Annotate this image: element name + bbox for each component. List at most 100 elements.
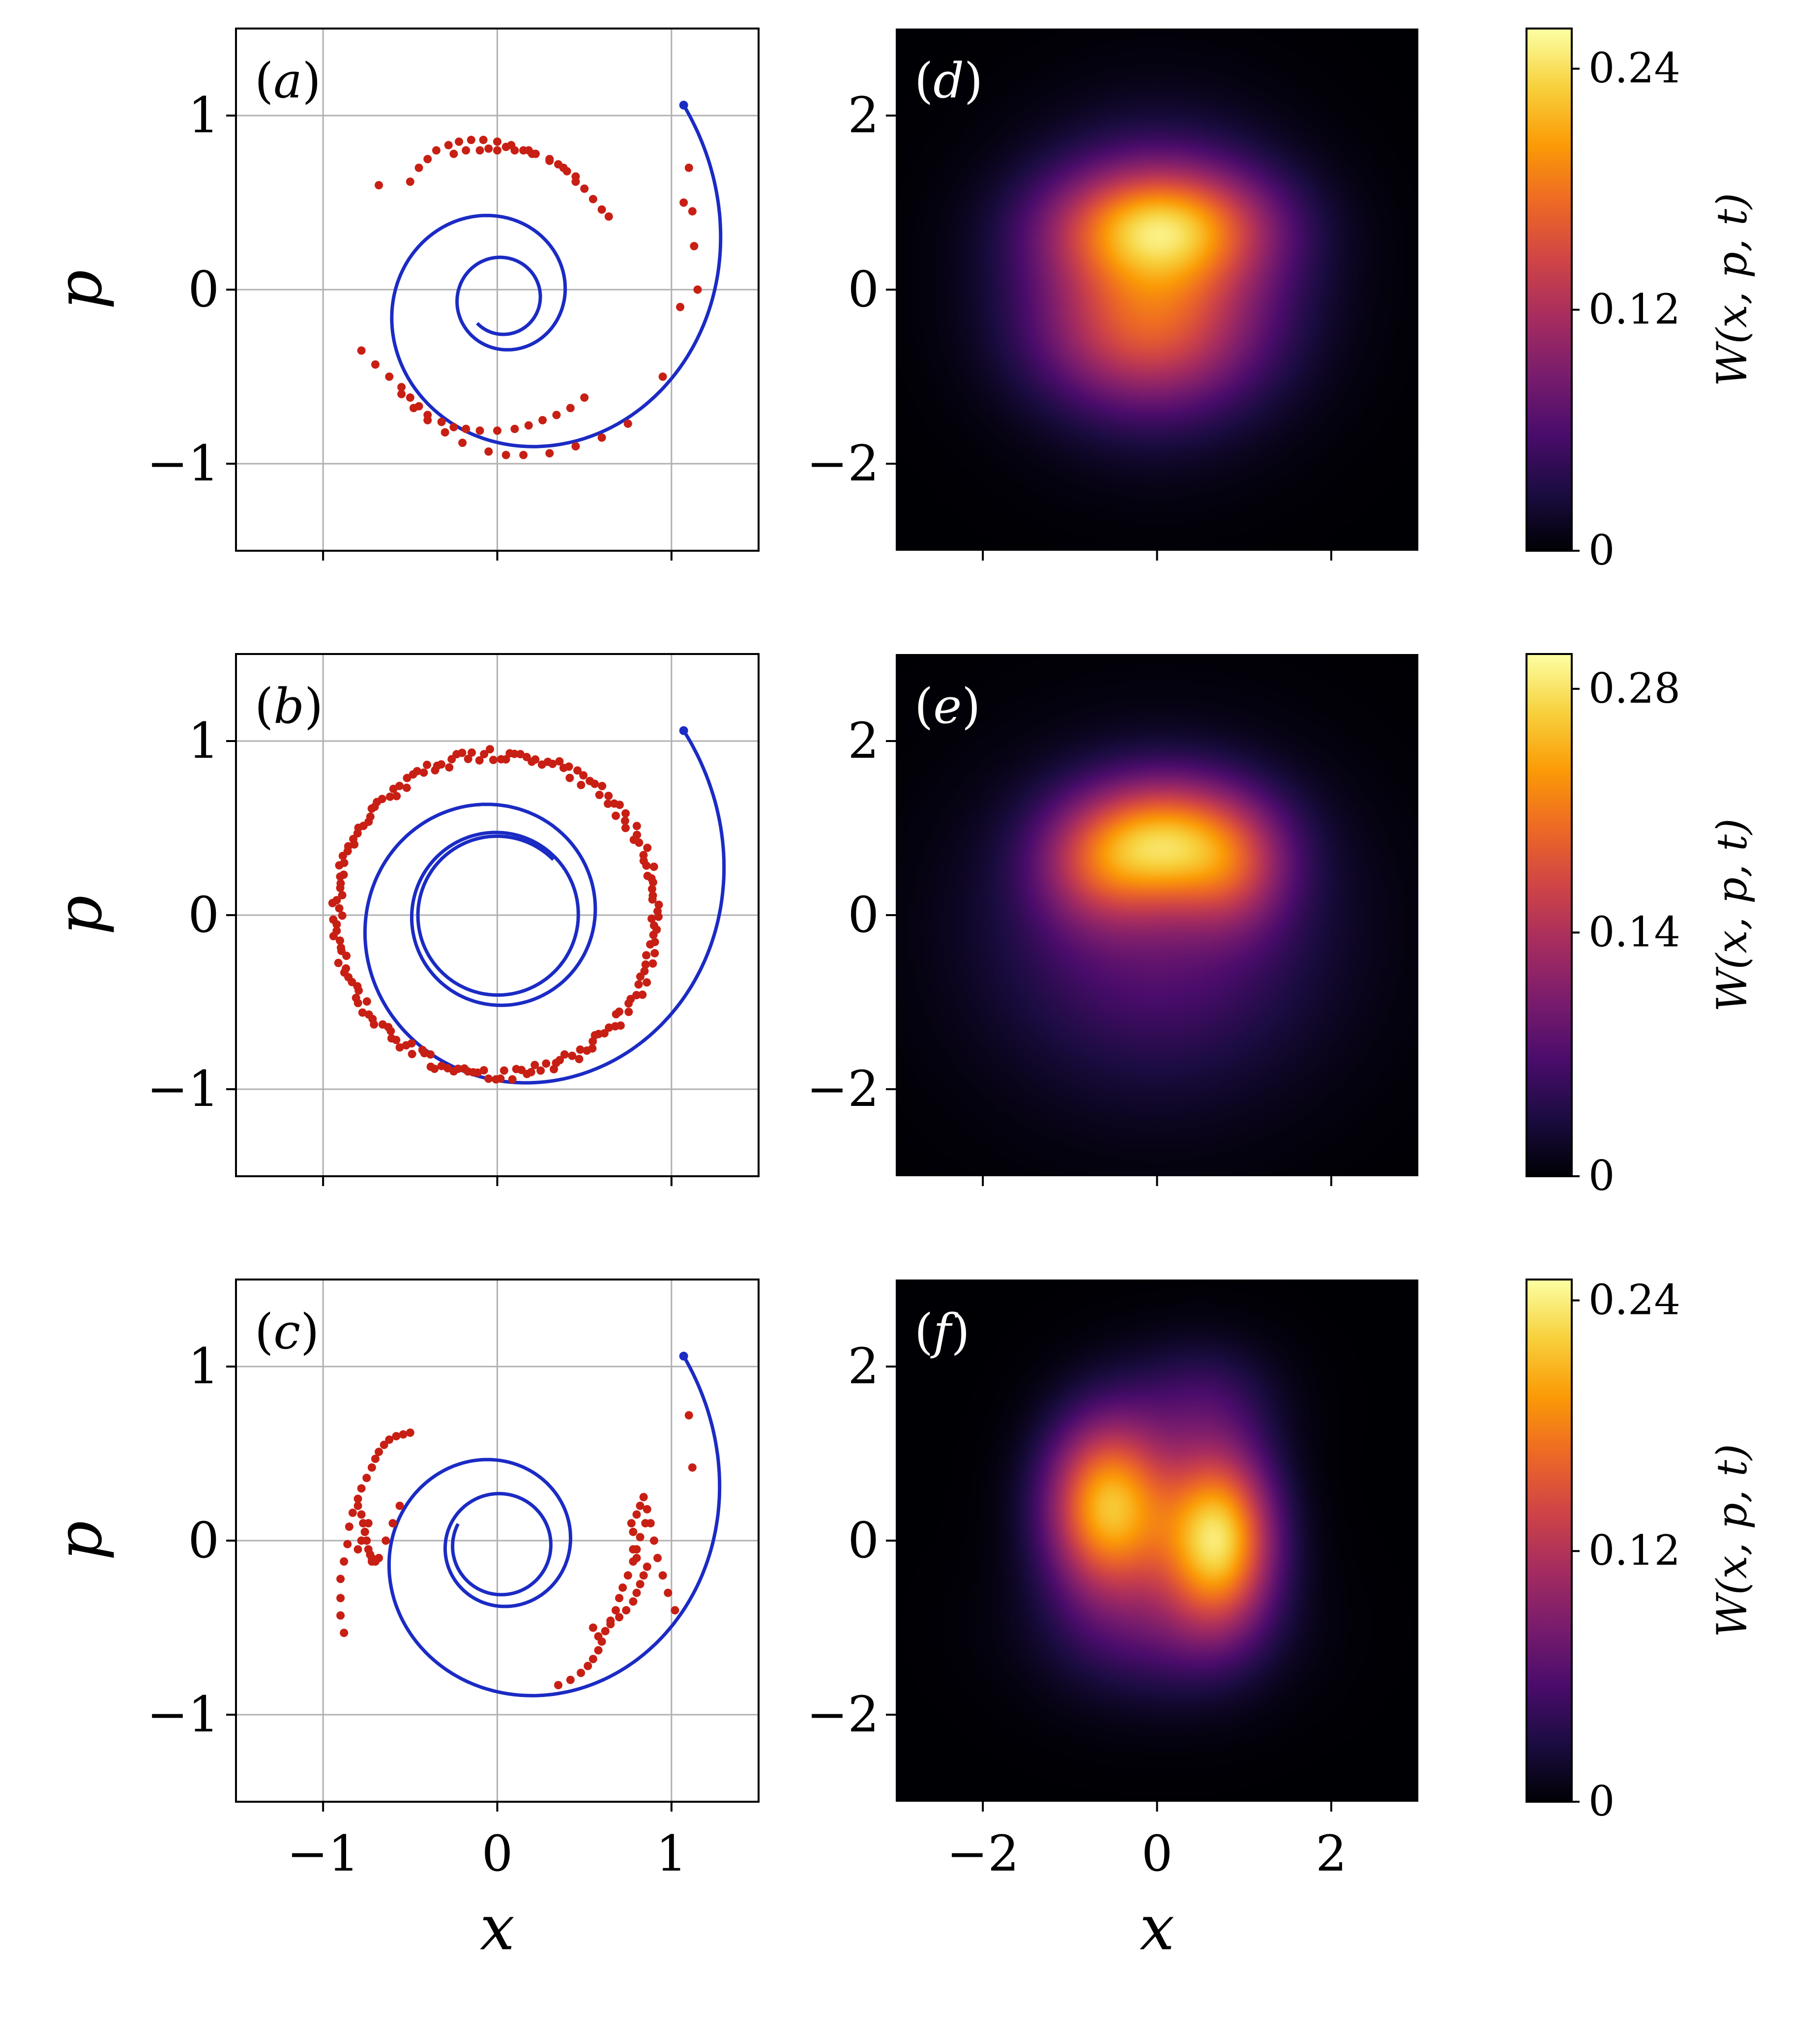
sample-point bbox=[479, 1066, 488, 1074]
sample-point bbox=[629, 1527, 638, 1536]
sample-point bbox=[654, 900, 663, 909]
sample-point bbox=[397, 383, 406, 391]
colorbar-tick-label: 0 bbox=[1588, 526, 1615, 574]
sample-point bbox=[510, 424, 519, 433]
panel-label-letter: e bbox=[933, 679, 962, 735]
colorbar bbox=[1526, 653, 1573, 1177]
colorbar-tick-label: 0.28 bbox=[1588, 664, 1680, 713]
sample-point bbox=[353, 999, 362, 1008]
sample-point bbox=[389, 784, 398, 793]
sample-point bbox=[584, 1662, 592, 1670]
sample-point bbox=[332, 920, 341, 929]
sample-point bbox=[658, 372, 667, 381]
sample-point bbox=[375, 181, 383, 190]
sample-point bbox=[679, 198, 688, 207]
wigner-heatmap bbox=[896, 1280, 1418, 1802]
sample-point bbox=[643, 843, 652, 852]
sample-point bbox=[648, 891, 657, 900]
sample-point bbox=[399, 1430, 408, 1439]
sample-point bbox=[397, 389, 406, 398]
y-tick-label: 1 bbox=[188, 1338, 219, 1395]
sample-point bbox=[632, 1510, 641, 1519]
sample-point bbox=[524, 421, 533, 430]
sample-point bbox=[458, 439, 467, 447]
sample-point bbox=[588, 1655, 597, 1664]
phase-panel-b: −1 0 1 (b) p bbox=[43, 653, 760, 1186]
sample-point bbox=[598, 782, 607, 791]
wigner-panel-d: −2 0 2 (d) 0 0.12 0.24 W(x, p, t) bbox=[807, 28, 1756, 574]
sample-point bbox=[493, 137, 501, 146]
x-tick-label: 0 bbox=[482, 1825, 513, 1882]
x-axis-label: x bbox=[480, 1892, 515, 1964]
sample-point bbox=[594, 1632, 603, 1641]
sample-point bbox=[604, 799, 613, 808]
sample-point bbox=[641, 960, 650, 969]
sample-point bbox=[464, 754, 472, 763]
sample-point bbox=[650, 938, 659, 947]
sample-point bbox=[650, 949, 659, 957]
sample-point bbox=[643, 871, 652, 880]
wigner-panel-e: −2 0 2 (e) 0 0.14 0.28 W(x, p, t) bbox=[807, 653, 1756, 1200]
sample-point bbox=[560, 1050, 569, 1059]
sample-point bbox=[580, 393, 589, 402]
sample-point bbox=[353, 1494, 362, 1503]
sample-point bbox=[360, 1527, 369, 1536]
sample-point bbox=[516, 750, 525, 759]
sample-point bbox=[632, 1553, 641, 1562]
sample-point bbox=[566, 404, 575, 413]
plot-content bbox=[357, 100, 723, 459]
sample-point bbox=[530, 1061, 539, 1070]
sample-point bbox=[611, 1606, 620, 1615]
sample-point bbox=[545, 449, 554, 458]
sample-point bbox=[632, 822, 641, 831]
x-tick-label: −2 bbox=[946, 1825, 1019, 1882]
panel-label-letter: a bbox=[273, 53, 302, 109]
sample-point bbox=[601, 1627, 610, 1636]
sample-point bbox=[577, 1668, 586, 1677]
sample-point bbox=[385, 1435, 394, 1444]
sample-point bbox=[688, 1463, 697, 1472]
sample-point bbox=[336, 1575, 345, 1583]
sample-point bbox=[395, 1043, 404, 1052]
trajectory-line bbox=[363, 729, 726, 1085]
colorbar-tick-label: 0.12 bbox=[1588, 1526, 1680, 1575]
sample-point bbox=[647, 914, 656, 923]
sample-point bbox=[406, 1429, 414, 1437]
sample-point bbox=[571, 178, 580, 186]
sample-point bbox=[445, 763, 454, 772]
y-tick-label: 0 bbox=[188, 261, 219, 318]
start-point bbox=[679, 726, 688, 735]
sample-point bbox=[408, 1049, 416, 1058]
sample-point bbox=[336, 936, 345, 945]
sample-point bbox=[371, 360, 380, 369]
sample-point bbox=[538, 416, 547, 424]
sample-point bbox=[653, 907, 662, 916]
sample-point bbox=[676, 302, 685, 311]
sample-point bbox=[367, 1557, 376, 1566]
sample-point bbox=[386, 1027, 395, 1036]
sample-point bbox=[362, 997, 371, 1006]
panel-label: (b) bbox=[255, 679, 323, 735]
sample-point bbox=[358, 1008, 367, 1017]
sample-point bbox=[357, 1484, 366, 1493]
sample-point bbox=[638, 990, 647, 999]
sample-point bbox=[335, 861, 344, 870]
sample-point bbox=[597, 205, 606, 214]
sample-point bbox=[545, 156, 554, 165]
sample-point bbox=[586, 776, 594, 785]
colorbar bbox=[1526, 28, 1573, 552]
sample-point bbox=[501, 450, 510, 459]
sample-point bbox=[610, 799, 618, 808]
sample-point bbox=[475, 756, 484, 765]
sample-point bbox=[605, 1023, 614, 1032]
x-tick-label: 0 bbox=[1142, 1825, 1173, 1882]
x-axis-label: x bbox=[1140, 1892, 1174, 1964]
sample-point bbox=[636, 1501, 645, 1510]
sample-point bbox=[444, 141, 453, 149]
colorbar-tick-label: 0.24 bbox=[1588, 1276, 1680, 1324]
sample-point bbox=[629, 1597, 638, 1606]
sample-point bbox=[414, 163, 423, 172]
sample-point bbox=[597, 433, 606, 442]
sample-point bbox=[647, 885, 656, 893]
sample-point bbox=[366, 1550, 375, 1559]
